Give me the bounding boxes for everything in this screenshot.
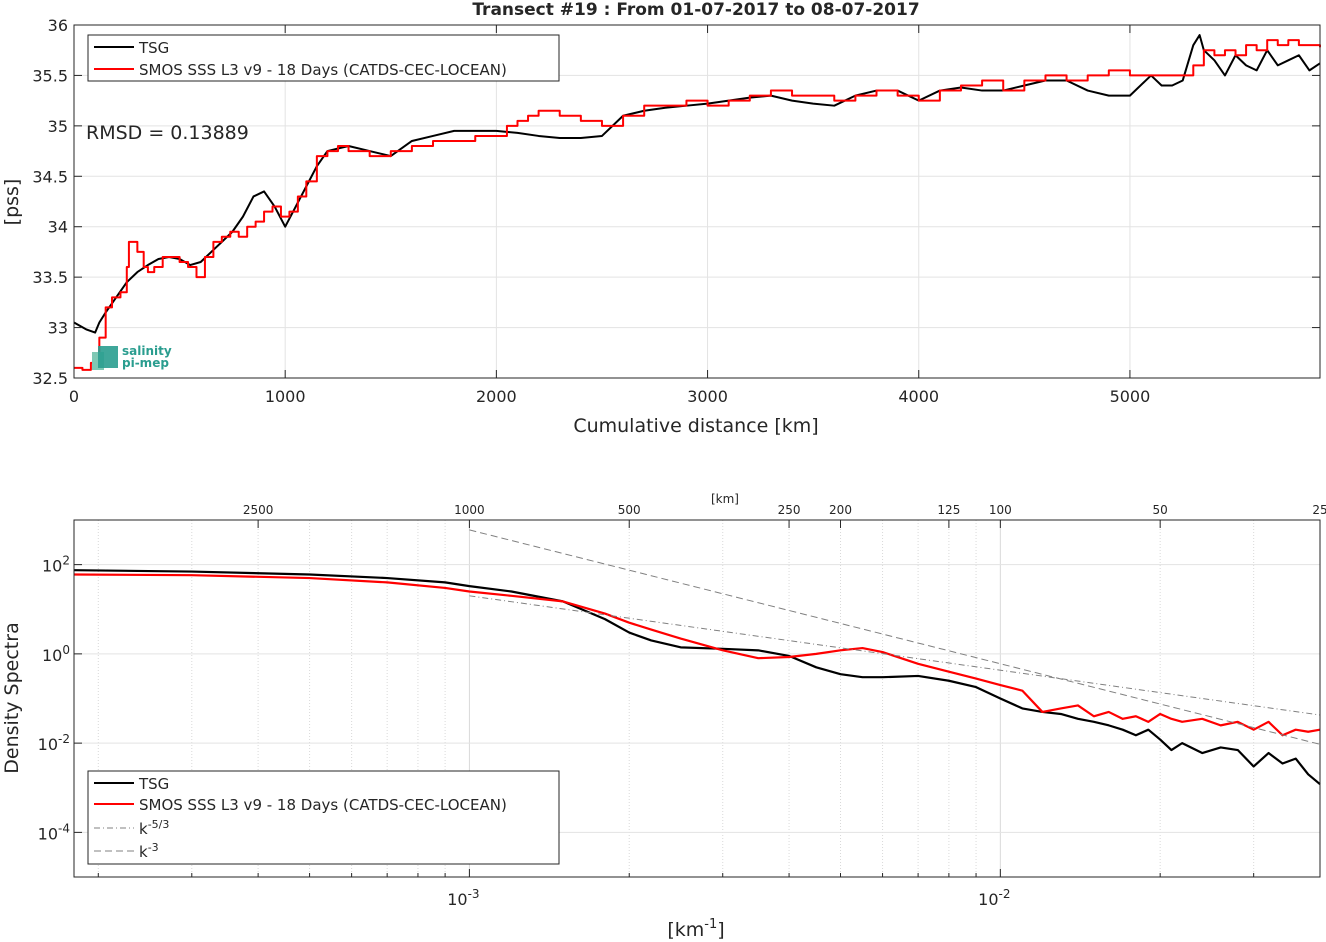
top-ylabel: [pss] [1,179,23,226]
bottom-legend: TSG SMOS SSS L3 v9 - 18 Days (CATDS-CEC-… [87,770,560,865]
bottom-plot-frame [73,519,1321,878]
salinity-pi-mep-logo: salinity pi-mep [92,344,172,370]
top-y-tick-label: 33 [48,319,68,338]
top-y-tick-label: 36 [48,16,68,35]
top-x-tick-label: 1000 [265,387,306,406]
top-y-tick-label: 32.5 [32,369,68,388]
bottom-ylabel: Density Spectra [1,622,23,773]
top-km-tick-label: 100 [989,503,1012,517]
top-legend-label-smos: SMOS SSS L3 v9 - 18 Days (CATDS-CEC-LOCE… [139,61,507,79]
top-km-tick-label: 25 [1312,503,1326,517]
top-legend-label-tsg: TSG [138,39,169,57]
bottom-xlabel: [km-1] [667,917,724,941]
bottom-series-line-1 [73,573,1321,737]
top-km-tick-label: 2500 [243,503,274,517]
bottom-legend-box [87,770,560,865]
top-km-tick-label: 200 [829,503,852,517]
logo-text-line2: pi-mep [122,356,169,370]
top-series-line-1 [74,39,1321,371]
logo-mark-front [98,346,118,368]
top-km-tick-label: 1000 [454,503,485,517]
top-y-tick-label: 33.5 [32,268,68,287]
logo-text-line1: salinity [122,344,172,358]
bottom-x-tick-label: 10-2 [978,887,1010,909]
rmsd-annotation: RMSD = 0.13889 [86,122,249,144]
bottom-legend-label-tsg: TSG [138,775,169,793]
bottom-x-tick-label: 10-3 [447,887,479,909]
top-km-tick-label: 125 [937,503,960,517]
top-axis-unit-label: [km] [711,492,739,506]
top-x-tick-label: 4000 [898,387,939,406]
bottom-series-line-2 [469,595,1321,716]
bottom-y-tick-label: 10-2 [38,732,70,754]
top-y-tick-label: 35.5 [32,66,68,85]
top-km-tick-label: 50 [1153,503,1168,517]
bottom-y-tick-label: 102 [42,554,70,576]
top-legend-box [87,34,560,82]
bottom-legend-label-smos: SMOS SSS L3 v9 - 18 Days (CATDS-CEC-LOCE… [139,796,507,814]
top-axis-ticks: 0 1000 2000 3000 4000 5000 32.5 33 33.5 34 34.5 35 3… [32,16,1320,406]
top-x-tick-label: 0 [69,387,79,406]
top-x-tick-label: 2000 [476,387,517,406]
chart-title: Transect #19 : From 01-07-2017 to 08-07-… [472,0,919,20]
top-series-lines [73,34,1321,371]
top-km-tick-label: 500 [618,503,641,517]
top-legend: TSG SMOS SSS L3 v9 - 18 Days (CATDS-CEC-… [87,34,560,82]
density-spectra-chart: 10-4 10-2 100 102 10-3 10-2 2500 1000 500 250 200 1… [1,492,1326,941]
bottom-y-tick-label: 100 [42,643,70,665]
top-xlabel: Cumulative distance [km] [573,415,818,437]
top-km-tick-label: 250 [778,503,801,517]
top-y-tick-label: 34 [48,218,68,237]
bottom-series-line-3 [469,529,1321,745]
salinity-transect-chart: Transect #19 : From 01-07-2017 to 08-07-… [1,0,1321,437]
top-plot-area [74,25,1320,378]
bottom-series-lines [73,529,1321,786]
top-y-tick-label: 35 [48,117,68,136]
top-x-tick-label: 3000 [687,387,728,406]
top-x-tick-label: 5000 [1110,387,1151,406]
bottom-y-tick-label: 10-4 [38,821,70,843]
bottom-axis-ticks: 10-4 10-2 100 102 10-3 10-2 2500 1000 500 250 200 1… [38,503,1326,909]
top-y-tick-label: 34.5 [32,167,68,186]
top-plot-frame [73,24,1321,379]
